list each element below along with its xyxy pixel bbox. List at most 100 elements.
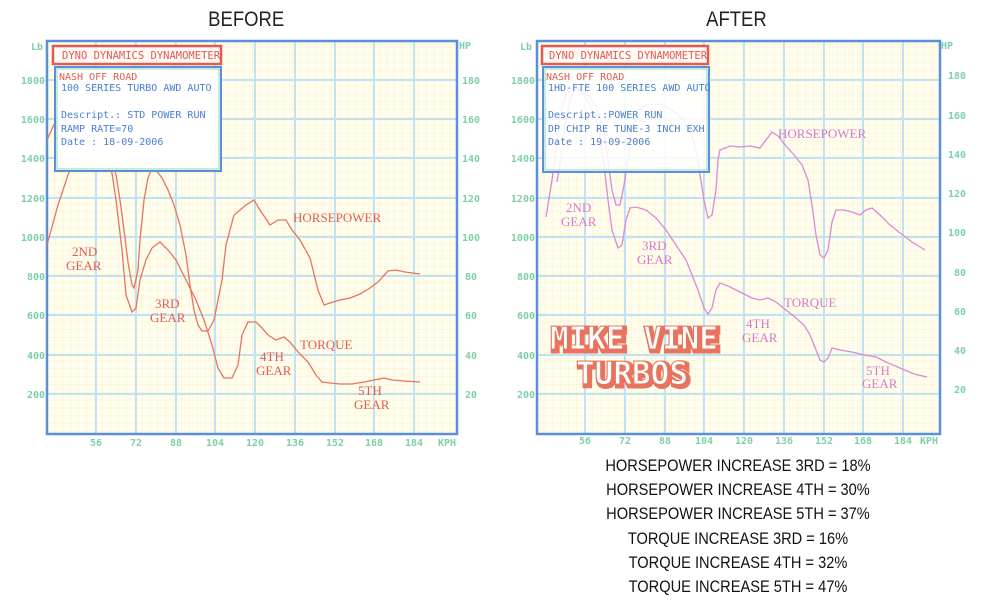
before-2nd-gear-label: GEAR [66,258,102,273]
after-3rd-gear-label: GEAR [637,252,673,267]
after-left-tick: 1600 [511,115,535,126]
after-right-tick: 20 [954,385,966,396]
before-info-line1: NASH OFF ROAD [59,72,137,83]
after-left-tick: 1400 [511,154,535,165]
before-left-tick: 1200 [21,194,45,205]
after-x-tick: 184 [894,436,912,447]
before-x-tick: 56 [90,438,102,449]
after-x-tick: 168 [854,436,872,447]
after-title: AFTER [706,8,767,31]
after-x-tick: 72 [619,436,631,447]
after-torque-label: TORQUE [784,295,837,310]
after-right-tick: 40 [954,346,966,357]
after-right-tick: 80 [954,268,966,279]
after-left-tick: 200 [517,390,535,401]
before-info-line2: 100 SERIES TURBO AWD AUTO [61,83,212,94]
before-torque-curve [46,91,421,385]
after-4th-label: 4TH [746,316,770,331]
after-left-tick: 1000 [511,233,535,244]
before-x-tick: 136 [286,438,304,449]
after-right-unit: HP [941,41,953,52]
before-torque-label: TORQUE [300,337,353,352]
after-right-tick: 140 [948,150,966,161]
before-info-line5: Date : 18-09-2006 [61,137,163,148]
before-info-line3: Descript.: STD POWER RUN [61,110,206,121]
before-dyno-header-box [51,44,223,66]
mike-vine-turbos-watermark: MIKE VINE MIKE VINE TURBOS TURBOS [550,321,723,397]
before-left-tick: 600 [27,311,45,322]
before-left-tick: 200 [27,390,45,401]
before-right-tick: 60 [465,311,477,322]
before-4th-gear-label: GEAR [256,363,292,378]
before-2nd-label: 2ND [72,244,97,259]
after-right-tick: 160 [948,111,966,122]
stat-torque-3rd: TORQUE INCREASE 3RD = 16% [627,528,849,548]
before-left-tick: 400 [27,351,45,362]
after-right-tick: 120 [948,189,966,200]
before-left-tick: 1600 [21,115,45,126]
before-x-tick: 120 [246,438,264,449]
after-info-line4: DP CHIP RE TUNE-3 INCH EXH [548,124,705,135]
before-x-unit: KPH [438,438,456,449]
after-left-tick: 1800 [511,76,535,87]
after-info-line2: 1HD-FTE 100 SERIES AWD AUTO [548,83,711,94]
before-hp-label: HORSEPOWER [293,210,381,225]
stat-hp-4th: HORSEPOWER INCREASE 4TH = 30% [606,480,870,500]
after-left-tick: 800 [517,272,535,283]
after-right-tick: 100 [948,228,966,239]
before-3rd-label: 3RD [155,296,180,311]
before-x-tick: 88 [170,438,182,449]
after-5th-label: 5TH [866,363,890,378]
before-left-tick: 1000 [21,233,45,244]
after-hp-label: HORSEPOWER [778,126,866,141]
after-info-line5: Date : 19-09-2006 [548,137,650,148]
after-left-tick: 400 [517,351,535,362]
after-3rd-label: 3RD [642,238,667,253]
stat-torque-4th: TORQUE INCREASE 4TH = 32% [628,552,848,572]
before-title: BEFORE [208,8,285,31]
before-left-tick: 1800 [21,76,45,87]
watermark-line1: MIKE VINE [550,321,718,357]
after-dyno-header: DYNO DYNAMICS DYNAMOMETER [549,50,708,62]
before-4th-label: 4TH [260,349,284,364]
after-left-tick: 1200 [511,194,535,205]
stat-hp-5th: HORSEPOWER INCREASE 5TH = 37% [606,504,870,524]
after-info-line3: Descript.:POWER RUN [548,110,662,121]
before-right-tick: 20 [465,390,477,401]
after-x-tick: 120 [735,436,753,447]
before-right-tick: 100 [462,233,480,244]
watermark-line2: TURBOS [576,356,688,392]
before-x-tick: 152 [326,438,344,449]
before-5th-label: 5TH [358,383,382,398]
after-4th-gear-label: GEAR [742,330,778,345]
before-5th-gear-label: GEAR [354,397,390,412]
after-x-tick: 104 [695,436,713,447]
after-2nd-gear-label: GEAR [561,214,597,229]
after-major-grid [537,41,940,434]
after-x-tick: 136 [775,436,793,447]
after-x-tick: 88 [659,436,671,447]
before-info-line4: RAMP RATE=70 [61,124,133,135]
before-horsepower-curve [46,118,421,332]
before-right-tick: 160 [462,115,480,126]
after-left-unit: Lb [520,42,532,53]
watermark-line2-shadow: TURBOS [578,358,690,394]
before-x-tick: 104 [206,438,224,449]
before-right-tick: 140 [462,154,480,165]
after-info-line1: NASH OFF ROAD [546,72,624,83]
before-frame [45,39,459,436]
before-right-tick: 120 [462,194,480,205]
before-3rd-gear-label: GEAR [150,310,186,325]
after-right-tick: 180 [948,71,966,82]
after-x-tick: 152 [815,436,833,447]
before-chart: DYNO DYNAMICS DYNAMOMETER NASH OFF ROAD … [21,39,480,449]
before-x-tick: 184 [405,438,423,449]
stat-hp-3rd: HORSEPOWER INCREASE 3RD = 18% [605,456,871,475]
after-frame [535,39,942,436]
after-left-tick: 600 [517,311,535,322]
after-2nd-label: 2ND [566,200,591,215]
after-x-tick: 56 [579,436,591,447]
before-right-tick: 180 [462,76,480,87]
before-right-unit: HP [459,41,471,52]
after-info-box [542,66,710,173]
